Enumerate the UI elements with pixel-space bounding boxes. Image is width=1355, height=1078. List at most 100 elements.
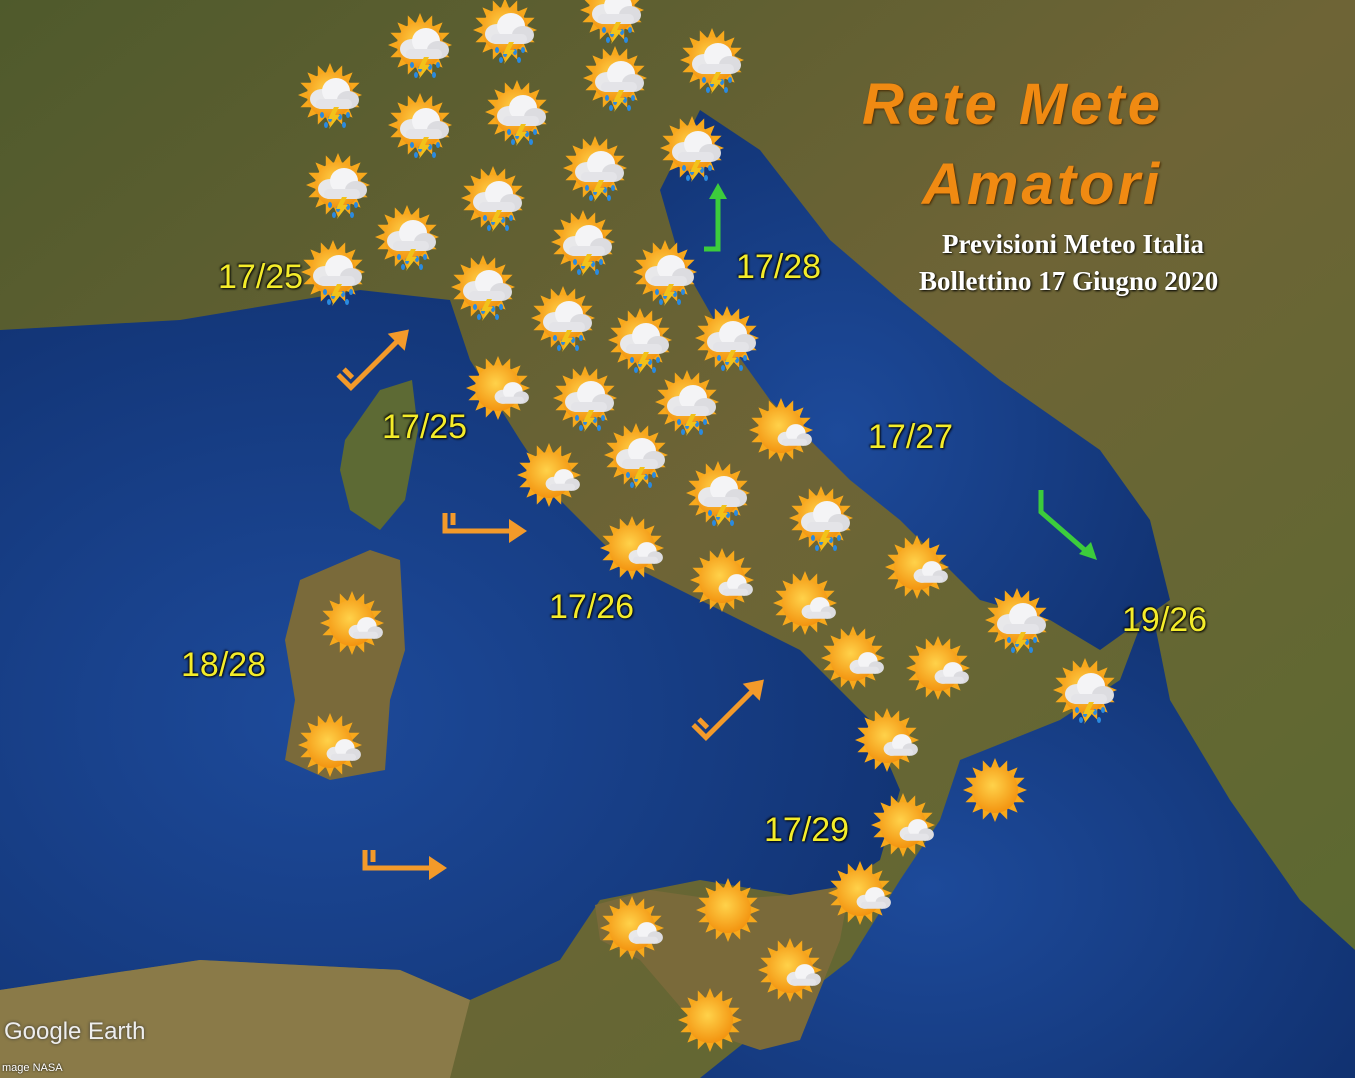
cloud-icon	[718, 574, 753, 596]
cloud-icon	[543, 301, 592, 352]
cloud-icon	[849, 652, 884, 674]
cloud-icon	[707, 321, 756, 372]
sun-cloud-storm-icon	[461, 166, 525, 232]
temp-south-tyrrhenian: 17/29	[764, 811, 850, 849]
sun-cloud-storm-icon	[388, 93, 452, 159]
sun-cloud-icon	[466, 356, 530, 420]
cloud-icon	[563, 225, 612, 276]
cloud-icon	[565, 381, 614, 432]
temp-south-adriatic: 19/26	[1122, 601, 1208, 639]
sun-cloud-storm-icon	[680, 28, 744, 94]
sea-north-arrow-icon	[704, 183, 727, 252]
corsica	[340, 380, 418, 530]
cloud-icon	[310, 78, 359, 129]
wind-northeast-arrow-icon	[691, 679, 764, 742]
cloud-icon	[899, 819, 934, 841]
bulletin-date: Bollettino 17 Giugno 2020	[919, 266, 1219, 296]
sun-cloud-storm-icon	[695, 306, 759, 372]
temp-tyrrhenian: 17/26	[549, 588, 635, 626]
cloud-icon	[672, 131, 721, 182]
sun-cloud-storm-icon	[655, 370, 719, 436]
cloud-icon	[692, 43, 741, 94]
cloud-icon	[801, 501, 850, 552]
sun-cloud-icon	[600, 896, 664, 960]
sun-cloud-icon	[298, 713, 362, 777]
cloud-icon	[494, 382, 529, 404]
cloud-icon	[313, 255, 362, 306]
sun-cloud-storm-icon	[298, 63, 362, 129]
sun-cloud-storm-icon	[375, 205, 439, 271]
sun-cloud-storm-icon	[583, 46, 647, 112]
cloud-icon	[400, 108, 449, 159]
temp-liguria: 17/25	[218, 258, 304, 296]
tyrrhenian-sea	[0, 290, 900, 1000]
cloud-icon	[667, 385, 716, 436]
wind-east-arrow-icon	[362, 850, 447, 880]
cloud-icon	[485, 13, 534, 64]
sun-cloud-icon	[600, 516, 664, 580]
sun-cloud-storm-icon	[563, 136, 627, 202]
ionian-sea	[700, 600, 1355, 1078]
sun-cloud-storm-icon	[1053, 658, 1117, 724]
cloud-icon	[592, 0, 641, 44]
sun-cloud-storm-icon	[604, 423, 668, 489]
cloud-icon	[645, 255, 694, 306]
sun-cloud-storm-icon	[306, 153, 370, 219]
sun-icon	[696, 878, 760, 942]
cloud-icon	[628, 542, 663, 564]
cloud-icon	[786, 964, 821, 986]
sun-cloud-icon	[749, 398, 813, 462]
sun-cloud-storm-icon	[608, 308, 672, 374]
cloud-icon	[620, 323, 669, 374]
cloud-icon	[801, 597, 836, 619]
sun-cloud-icon	[690, 548, 754, 612]
cloud-icon	[883, 734, 918, 756]
cloud-icon	[777, 424, 812, 446]
sun-cloud-storm-icon	[985, 588, 1049, 654]
sun-cloud-icon	[758, 938, 822, 1002]
sun-icon	[963, 758, 1027, 822]
sun-cloud-icon	[320, 591, 384, 655]
sun-cloud-icon	[885, 535, 949, 599]
cloud-icon	[473, 181, 522, 232]
sun-cloud-storm-icon	[388, 13, 452, 79]
imagery-credit: mage NASA	[2, 1062, 63, 1074]
sun-cloud-storm-icon	[301, 240, 365, 306]
sun-cloud-icon	[871, 793, 935, 857]
cloud-icon	[616, 438, 665, 489]
cloud-icon	[856, 887, 891, 909]
wind-east-arrow-icon	[442, 513, 527, 543]
sun-cloud-storm-icon	[633, 240, 697, 306]
temp-corsica: 17/25	[382, 408, 468, 446]
cloud-icon	[348, 617, 383, 639]
cloud-icon	[326, 739, 361, 761]
sun-cloud-storm-icon	[789, 486, 853, 552]
cloud-icon	[595, 61, 644, 112]
sun-cloud-storm-icon	[551, 210, 615, 276]
sun-cloud-storm-icon	[580, 0, 644, 44]
sun-cloud-icon	[821, 626, 885, 690]
sun-cloud-storm-icon	[686, 461, 750, 527]
cloud-icon	[400, 28, 449, 79]
sun-cloud-icon	[906, 636, 970, 700]
google-earth-watermark: Google Earth	[4, 1018, 146, 1045]
cloud-icon	[698, 476, 747, 527]
sun-cloud-storm-icon	[485, 80, 549, 146]
cloud-icon	[913, 561, 948, 583]
sun-cloud-icon	[828, 861, 892, 925]
cloud-icon	[575, 151, 624, 202]
logo-line-2: Amatori	[922, 152, 1163, 217]
cloud-icon	[463, 270, 512, 321]
sun-cloud-icon	[517, 443, 581, 507]
sun-cloud-storm-icon	[473, 0, 537, 64]
north-africa	[0, 960, 470, 1078]
temp-central-adriatic: 17/27	[868, 418, 954, 456]
cloud-icon	[934, 662, 969, 684]
cloud-icon	[497, 95, 546, 146]
sun-cloud-icon	[773, 571, 837, 635]
cloud-icon	[318, 168, 367, 219]
cloud-icon	[1065, 673, 1114, 724]
sun-cloud-storm-icon	[553, 366, 617, 432]
sun-icon	[678, 988, 742, 1052]
